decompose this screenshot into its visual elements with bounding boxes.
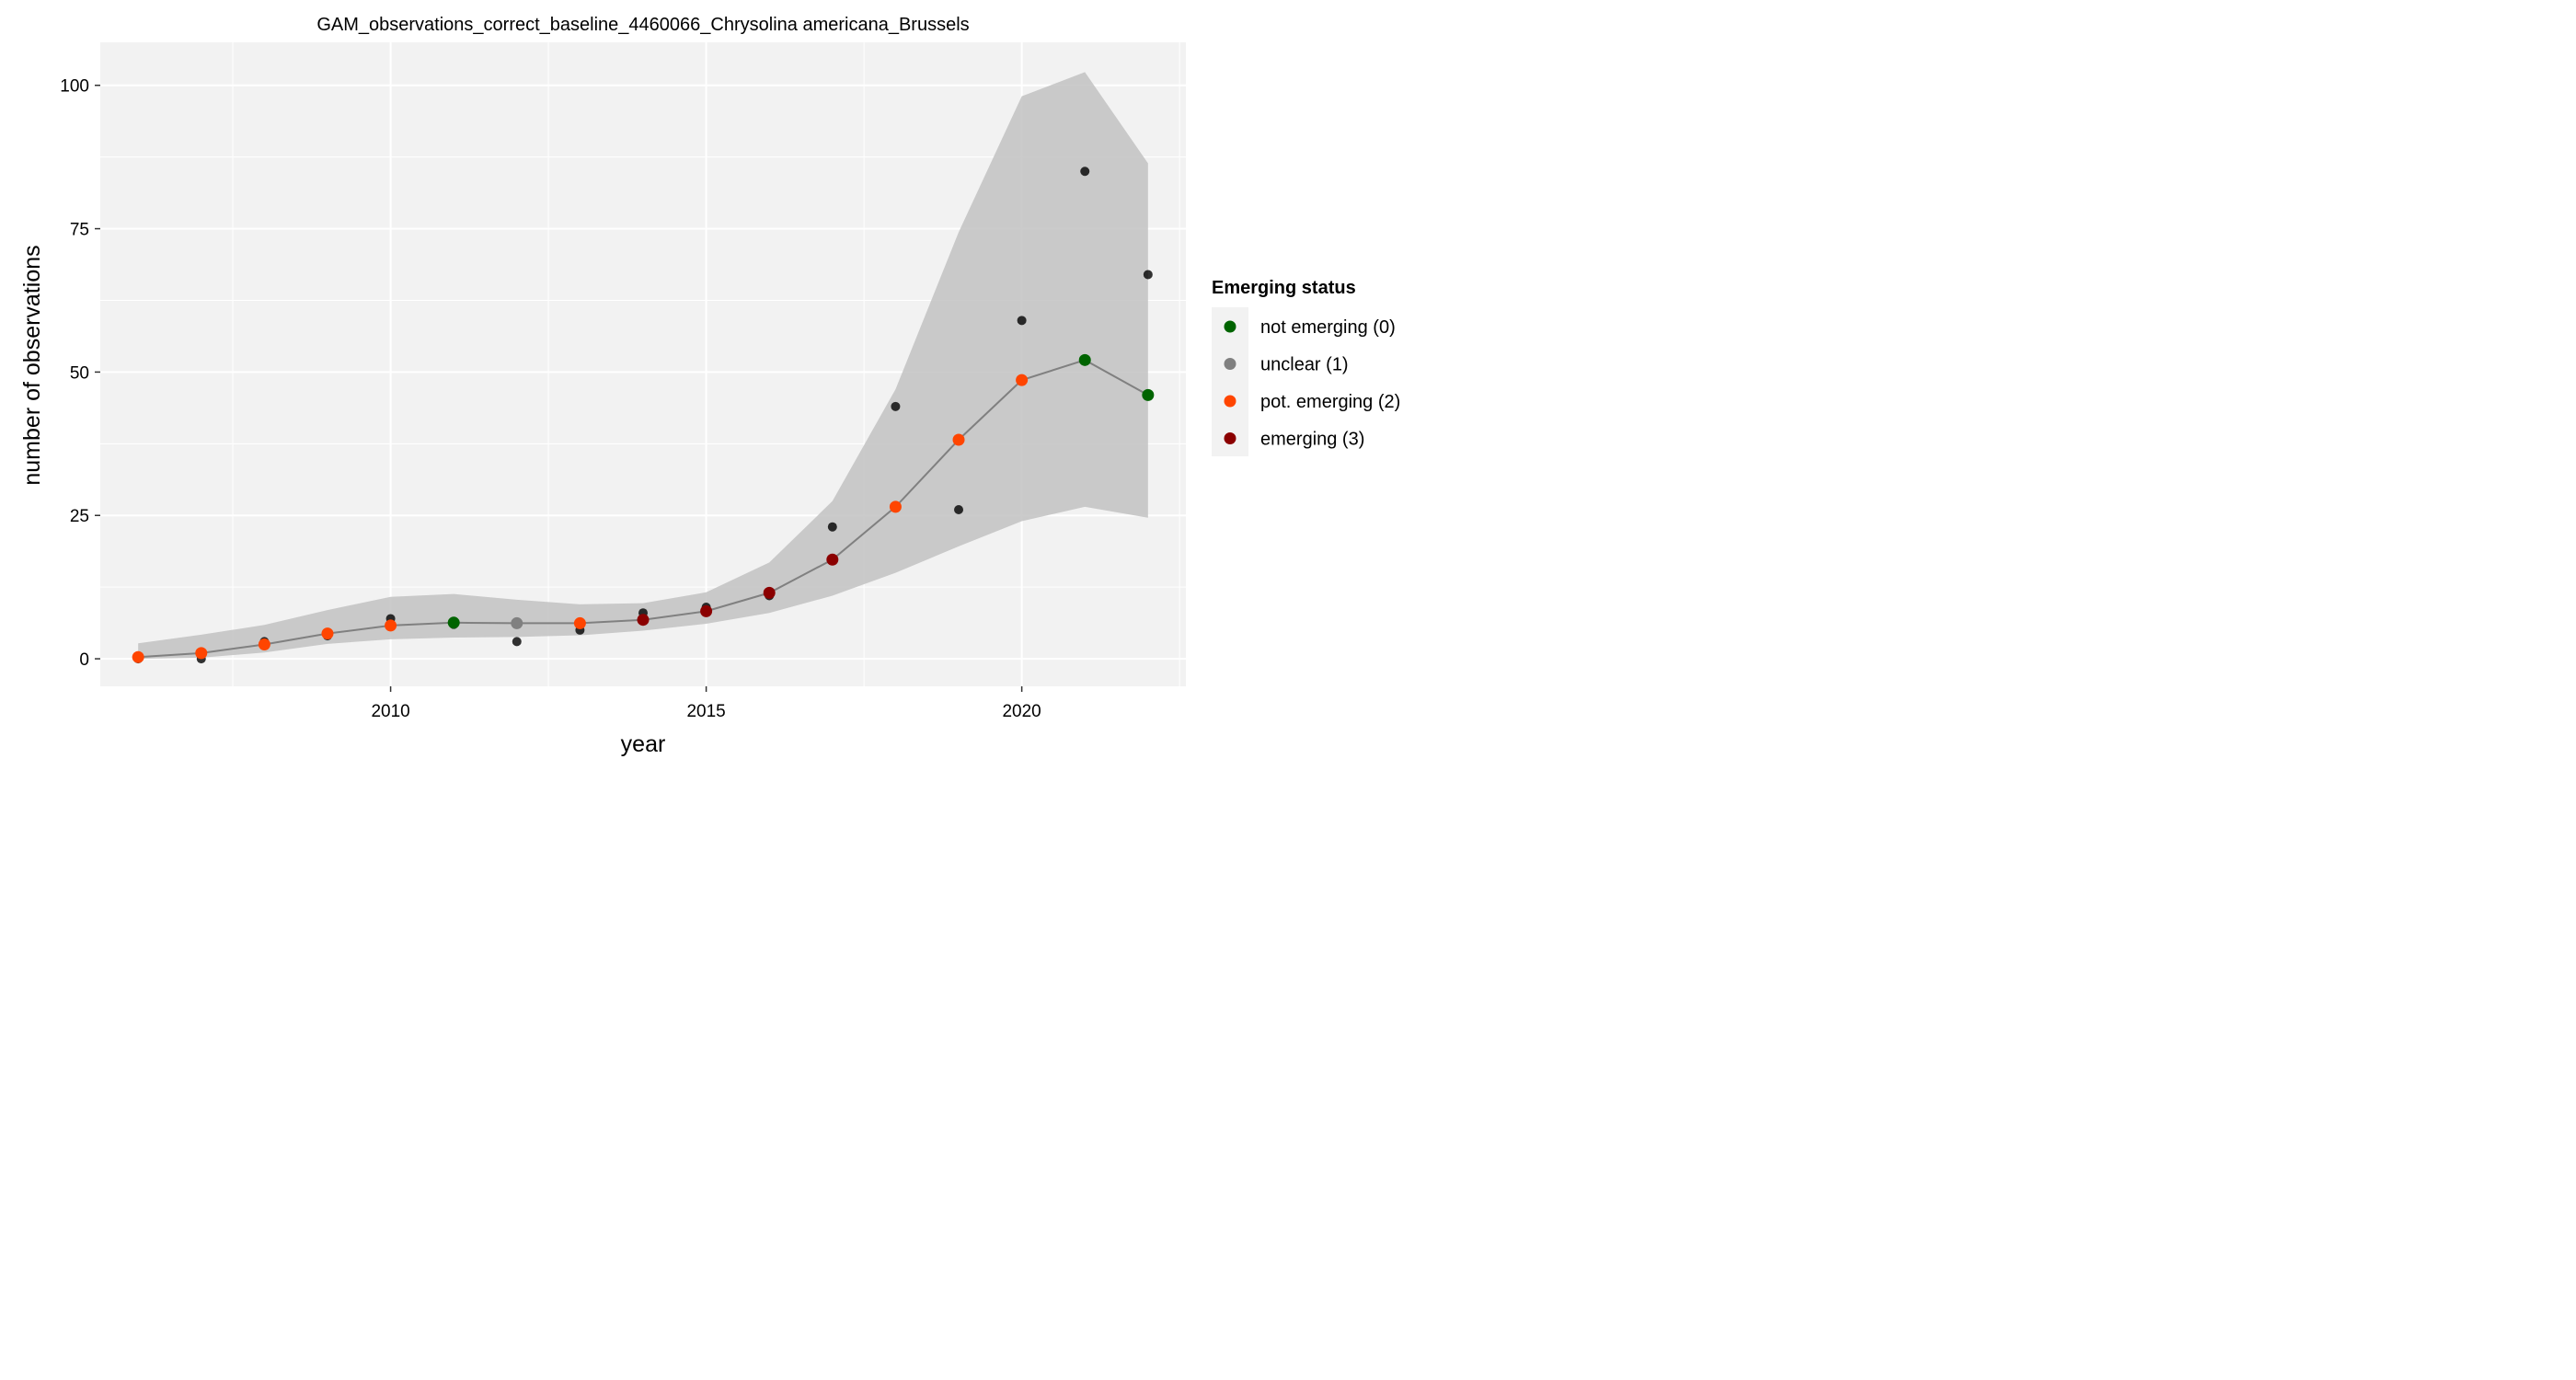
fitted-status-point [637, 614, 650, 627]
y-tick-label: 25 [70, 507, 89, 526]
x-tick-label: 2020 [1002, 702, 1041, 721]
observed-point [827, 522, 837, 532]
fitted-status-point [321, 627, 334, 640]
legend-title: Emerging status [1212, 278, 1356, 298]
fitted-status-point [889, 500, 902, 513]
x-tick-label: 2010 [371, 702, 409, 721]
fitted-status-point [700, 604, 713, 617]
fitted-status-point [195, 647, 208, 660]
chart-title: GAM_observations_correct_baseline_446006… [316, 15, 969, 35]
fitted-status-point [1078, 353, 1091, 366]
fitted-status-point [385, 619, 397, 632]
fitted-status-point [573, 616, 586, 629]
y-tick-label: 75 [70, 221, 89, 240]
y-axis: 0 25 50 75 100 [60, 77, 100, 670]
observed-point [512, 637, 522, 647]
observed-point [954, 505, 964, 515]
legend-label: pot. emerging (2) [1260, 392, 1400, 412]
observed-point [1017, 316, 1027, 326]
fitted-status-point [447, 616, 460, 629]
legend-label: emerging (3) [1260, 430, 1364, 450]
fitted-status-point [1016, 374, 1029, 386]
fitted-status-point [132, 650, 144, 663]
legend: Emerging status not emerging (0) unclear … [1212, 278, 1400, 456]
fitted-status-point [1142, 388, 1155, 401]
legend-label: unclear (1) [1260, 355, 1349, 375]
fitted-status-point [258, 638, 270, 650]
y-tick-label: 100 [60, 77, 89, 97]
observed-point [1080, 167, 1090, 177]
y-tick-label: 0 [79, 650, 89, 670]
observed-point [891, 401, 901, 411]
legend-key-dot [1224, 358, 1236, 370]
fitted-status-point [952, 433, 965, 446]
fitted-status-point [511, 616, 523, 629]
legend-entries: not emerging (0) unclear (1) pot. emerging… [1224, 317, 1400, 450]
x-axis: 2010 2015 2020 [371, 686, 1041, 721]
fitted-points-layer [132, 353, 1155, 663]
observed-point [1143, 270, 1153, 280]
y-axis-title: number of observations [19, 245, 45, 485]
fitted-status-point [826, 553, 839, 566]
legend-key-dot [1224, 320, 1236, 333]
legend-key-dot [1224, 432, 1236, 444]
x-axis-title: year [621, 731, 666, 757]
x-tick-label: 2015 [686, 702, 725, 721]
legend-key-dot [1224, 395, 1236, 408]
legend-label: not emerging (0) [1260, 317, 1396, 338]
y-tick-label: 50 [70, 363, 89, 383]
gam-chart: GAM_observations_correct_baseline_446006… [19, 15, 1400, 757]
fitted-status-point [763, 586, 776, 599]
